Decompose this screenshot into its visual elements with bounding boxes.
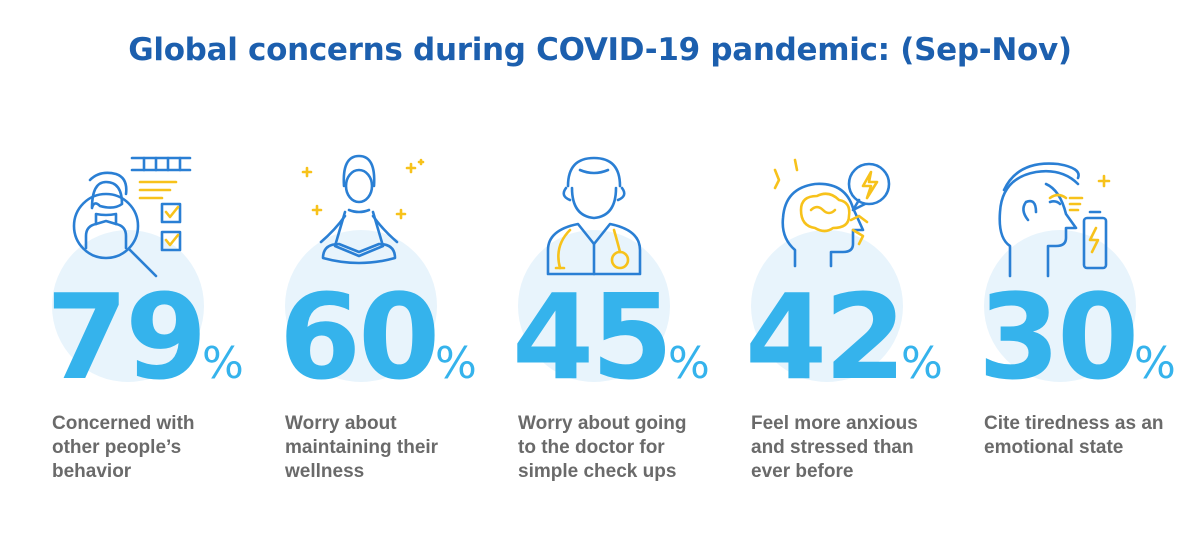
stat-item: 60 % Worry about maintaining their welln…	[279, 150, 517, 510]
percent-sign: %	[668, 338, 710, 389]
percent-sign: %	[435, 338, 477, 389]
stat-value: 79	[46, 268, 207, 406]
tired-face-battery-icon	[998, 162, 1111, 278]
stat-caption: Concerned with other people’s behavior	[52, 413, 195, 482]
percent-sign: %	[901, 338, 943, 389]
stat-item: 45 % Worry about going to the doctor for…	[512, 150, 750, 510]
stat-item: 42 % Feel more anxious and stressed than…	[745, 150, 983, 510]
doctor-stethoscope-icon	[546, 156, 642, 276]
anxious-brain-icon	[773, 158, 891, 268]
background-circle	[751, 230, 903, 382]
percent-sign: %	[1134, 338, 1176, 389]
percent-sign: %	[202, 338, 244, 389]
stat-caption: Worry about maintaining their wellness	[285, 413, 439, 482]
stat-caption: Cite tiredness as an emotional state	[984, 413, 1164, 458]
magnifier-person-checklist-icon	[72, 156, 192, 278]
stat-caption: Feel more anxious and stressed than ever…	[751, 413, 918, 482]
stat-item: 79 % Concerned with other people’s behav…	[46, 150, 284, 510]
stat-item: 30 % Cite tiredness as an emotional stat…	[978, 150, 1200, 510]
chart-title: Global concerns during COVID-19 pandemic…	[128, 32, 1072, 68]
stat-value: 45	[512, 268, 673, 406]
stat-caption: Worry about going to the doctor for simp…	[518, 413, 687, 482]
stat-value: 60	[279, 268, 440, 406]
meditating-woman-icon	[301, 154, 425, 265]
stat-value: 30	[978, 268, 1139, 406]
background-circle	[52, 230, 204, 382]
stat-value: 42	[745, 268, 906, 406]
